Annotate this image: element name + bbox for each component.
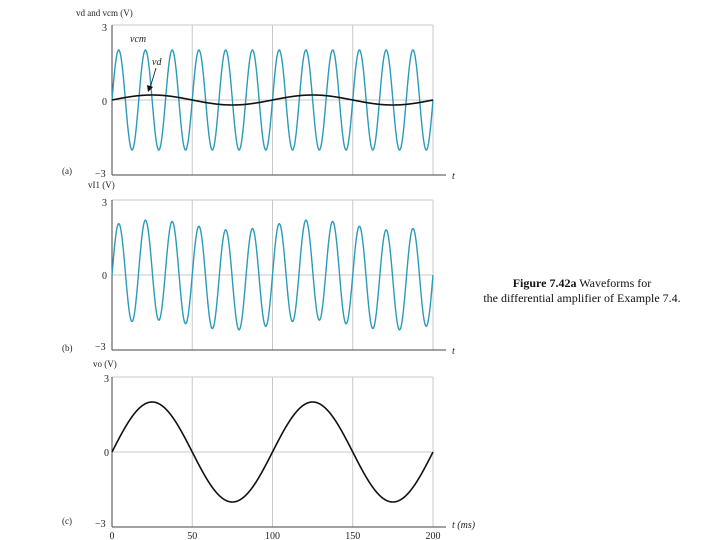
panel-a-ytick-mid: 0 bbox=[102, 97, 107, 108]
panel-c-series-wave-0 bbox=[111, 401, 434, 503]
panel-b-xlabel: t bbox=[452, 346, 455, 357]
panel-b-ytick-mid: 0 bbox=[102, 271, 107, 282]
panel-c-xticks: 0 50 100 150 200 bbox=[110, 531, 441, 540]
panel-a-series bbox=[111, 49, 434, 151]
annotation-vd: vd bbox=[152, 57, 162, 68]
panel-c-ytick-bottom: −3 bbox=[95, 519, 106, 530]
panel-a-xlabel: t bbox=[452, 171, 455, 182]
panel-c-xtick-label: 50 bbox=[187, 531, 197, 540]
panel-a: vd and vcm (V) 3 0 −3 (a) t vcm vd bbox=[62, 8, 455, 182]
panel-c-ylabel: vo (V) bbox=[93, 359, 117, 369]
panel-b-series bbox=[111, 219, 434, 331]
panel-c-label: (c) bbox=[62, 516, 72, 526]
panel-b: vI1 (V) 3 0 −3 (b) t bbox=[62, 180, 455, 357]
panel-b-ytick-bottom: −3 bbox=[95, 342, 106, 353]
panel-b-ylabel: vI1 (V) bbox=[88, 180, 115, 190]
caption-text-line2: the differential amplifier of Example 7.… bbox=[483, 291, 681, 305]
annotation-vd-arrowhead bbox=[147, 85, 153, 92]
panel-a-ylabel: vd and vcm (V) bbox=[76, 8, 133, 18]
panel-b-series-wave-0 bbox=[111, 219, 434, 331]
panel-c-xtick-label: 150 bbox=[345, 531, 360, 540]
panel-a-ytick-bottom: −3 bbox=[95, 169, 106, 180]
panel-a-ytick-top: 3 bbox=[102, 23, 107, 34]
panel-c-xtick-label: 100 bbox=[265, 531, 280, 540]
panel-c-xtick-label: 200 bbox=[426, 531, 441, 540]
caption-label: Figure 7.42a bbox=[512, 276, 577, 290]
annotation-vd-arrow bbox=[149, 67, 157, 89]
panel-c: vo (V) 3 0 −3 (c) t (ms) 0 50 100 150 200 bbox=[62, 359, 476, 540]
caption-text-line1: Waveforms for bbox=[579, 276, 652, 290]
panel-c-ytick-top: 3 bbox=[104, 374, 109, 385]
figure-caption: Figure 7.42a Waveforms for the different… bbox=[452, 276, 712, 306]
panel-a-series-vd bbox=[111, 94, 434, 106]
panel-a-label: (a) bbox=[62, 166, 72, 176]
panel-b-label: (b) bbox=[62, 343, 73, 353]
panel-c-xtick-label: 0 bbox=[110, 531, 115, 540]
annotation-vcm: vcm bbox=[130, 34, 146, 45]
panel-c-xlabel: t (ms) bbox=[452, 520, 476, 531]
panel-b-ytick-top: 3 bbox=[102, 198, 107, 209]
panel-c-ytick-mid: 0 bbox=[104, 448, 109, 459]
panel-c-series bbox=[111, 401, 434, 503]
